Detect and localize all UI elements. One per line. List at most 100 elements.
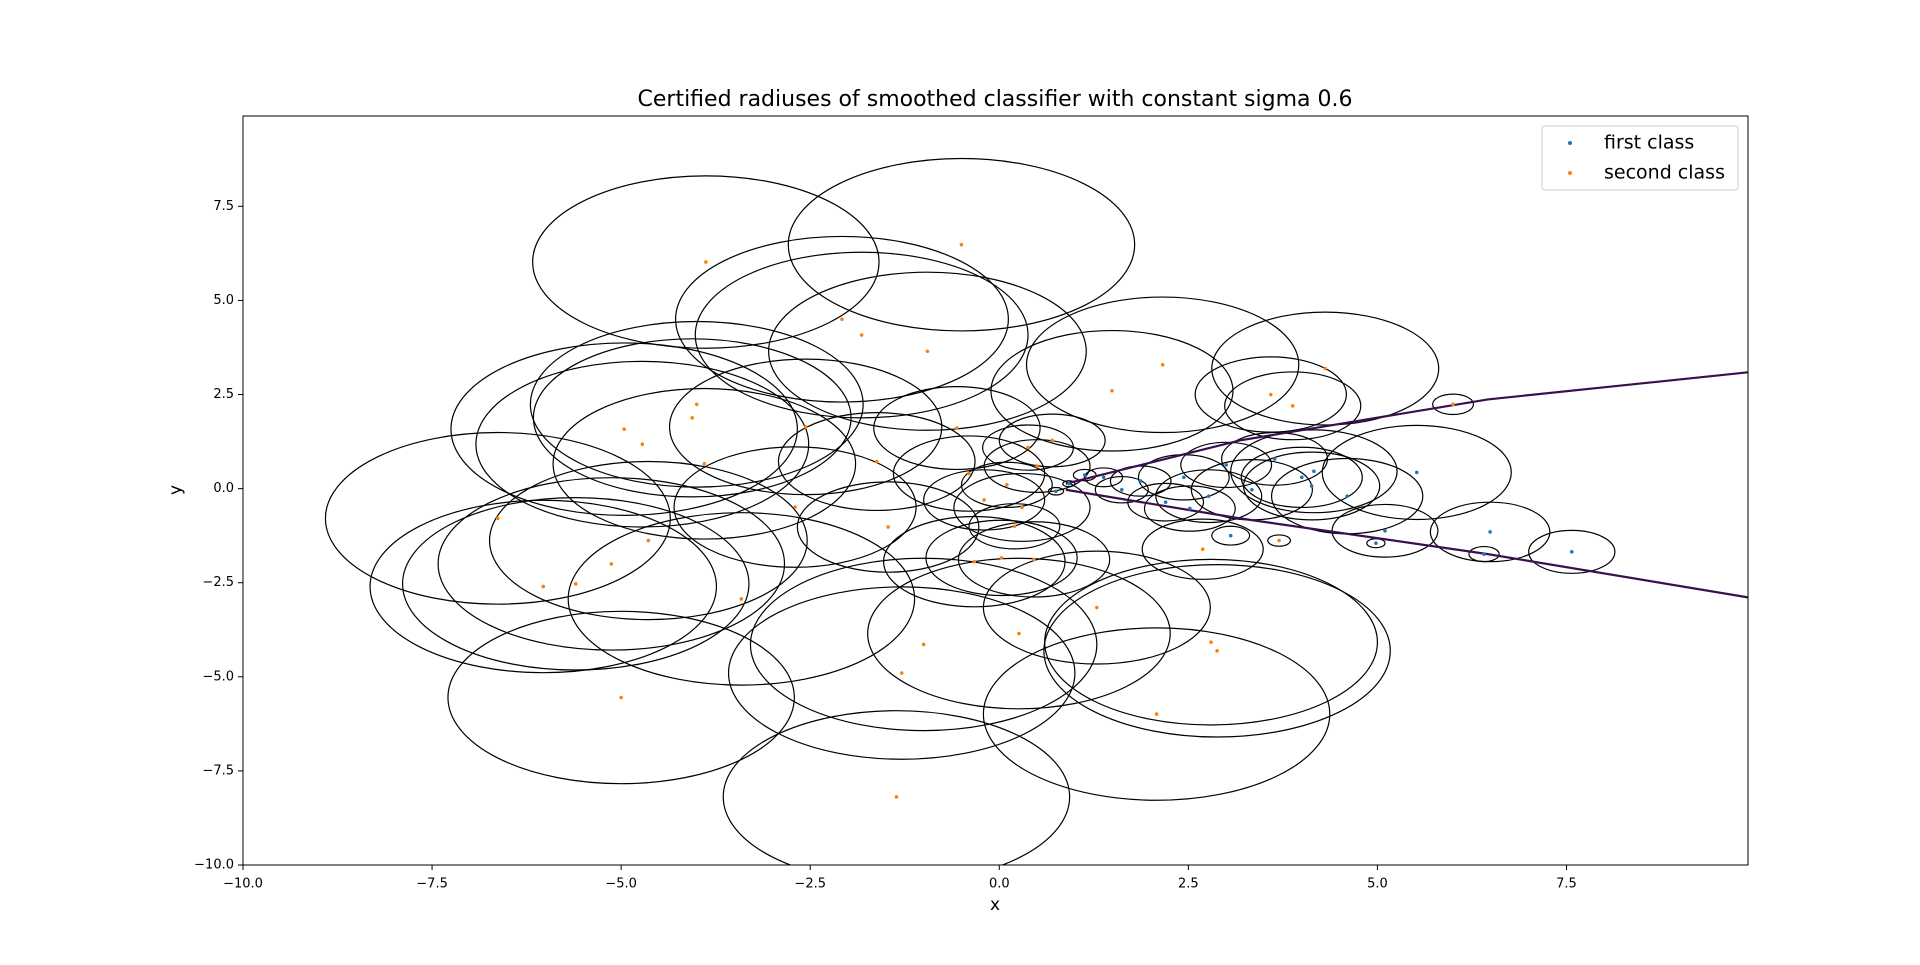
certified-radius-circle [1155,469,1263,524]
data-point [694,402,699,407]
data-point [1101,475,1106,480]
certified-radius-circle [768,271,1087,431]
certified-radius-circle [447,610,795,785]
certified-radius-circle [674,235,1009,403]
certified-radius-circle [1043,564,1391,738]
data-point [1082,473,1087,477]
data-point [859,333,864,337]
data-point [1299,475,1304,480]
data-point [640,442,645,447]
y-tick-label: −5.0 [202,669,234,684]
data-point [793,505,797,509]
data-point [1345,494,1349,498]
plot-area [324,157,1748,865]
x-tick-label: −7.5 [416,877,448,892]
data-point [690,416,695,420]
plot-frame [242,115,1749,866]
certified-radius-circle [983,439,1091,493]
certified-radius-circle [867,557,1171,710]
x-tick-label: 5.0 [1367,877,1388,892]
data-point [1020,505,1024,510]
certified-radius-circle [567,512,916,686]
x-tick-label: 7.5 [1556,877,1577,892]
data-point [894,795,899,799]
certified-radius-circle [1141,518,1264,580]
data-point [959,242,964,247]
certified-radius-circle [475,360,810,528]
data-point [1026,445,1030,450]
legend-marker [1568,171,1572,175]
data-point [609,562,614,566]
certified-radius-circle [1267,534,1292,547]
certified-radius-circle [1180,441,1273,489]
data-point [886,525,890,529]
data-point [967,471,971,476]
data-point [541,584,546,589]
certified-radius-circle [727,586,1076,760]
data-point [1095,605,1099,610]
x-tick-label: −10.0 [223,877,263,892]
y-tick-label: 7.5 [213,199,234,214]
certified-radius-circle [722,710,1071,865]
x-tick-label: 0.0 [989,877,1010,892]
y-tick-label: 5.0 [213,293,234,308]
data-point [1154,712,1159,716]
certified-radius-circle [369,499,718,674]
data-point [921,642,926,647]
data-point [1451,402,1455,407]
certified-radius-circle [1194,356,1348,433]
certified-radius-circle [1211,311,1440,426]
decision-boundary [1065,488,1748,599]
certified-radius-circle [1224,371,1362,441]
data-point [1160,362,1165,367]
data-point [1488,530,1492,534]
data-point [1200,547,1205,552]
certified-radius-circle [953,472,1091,542]
data-point [702,461,707,466]
data-point [1290,404,1295,408]
data-point [1374,541,1378,545]
data-point [1250,487,1254,492]
x-tick-label: −2.5 [794,877,826,892]
data-point [972,559,977,564]
certified-radius-circle [1528,529,1616,574]
certified-radius-circle [787,157,1136,332]
data-point [1569,550,1574,554]
legend: first class second class [1541,125,1739,191]
certified-radius-circle [529,320,864,488]
data-point [1272,457,1277,461]
data-point [1277,538,1281,543]
y-axis-label: y [166,485,186,495]
certified-radius-circle [982,627,1331,801]
certified-radius-circle [796,481,980,573]
data-point [704,260,708,264]
data-point [1110,388,1114,393]
certified-radius-circle [1025,296,1300,434]
data-point [1067,481,1071,486]
data-point [899,671,904,675]
data-point [925,349,930,354]
certified-radius-circle [960,461,1053,509]
certified-radius-circle [925,519,1078,597]
data-point [1119,487,1124,492]
certified-radius-circle [552,387,857,540]
legend-box [1541,125,1739,191]
certified-radius-circle [532,175,880,349]
certified-radius-circle [749,557,1098,732]
axes: −10.0 −7.5 −5.0 −2.5 0.0 2.5 5.0 7.5 −10.0 −7.5 −5… [194,199,1577,892]
data-point [619,695,623,700]
data-point [1323,366,1328,371]
certified-radius-circle [488,460,808,621]
data-point [1188,506,1192,511]
y-tick-label: −10.0 [194,858,234,873]
data-point [1228,533,1233,538]
certified-radius-circle [990,329,1234,452]
data-point [1312,469,1316,474]
certified-radius-circle [1094,475,1149,504]
data-point [1309,484,1314,488]
data-point [496,516,500,521]
x-axis-label: x [990,895,1000,915]
data-point [1482,552,1486,556]
data-point [1209,640,1213,644]
